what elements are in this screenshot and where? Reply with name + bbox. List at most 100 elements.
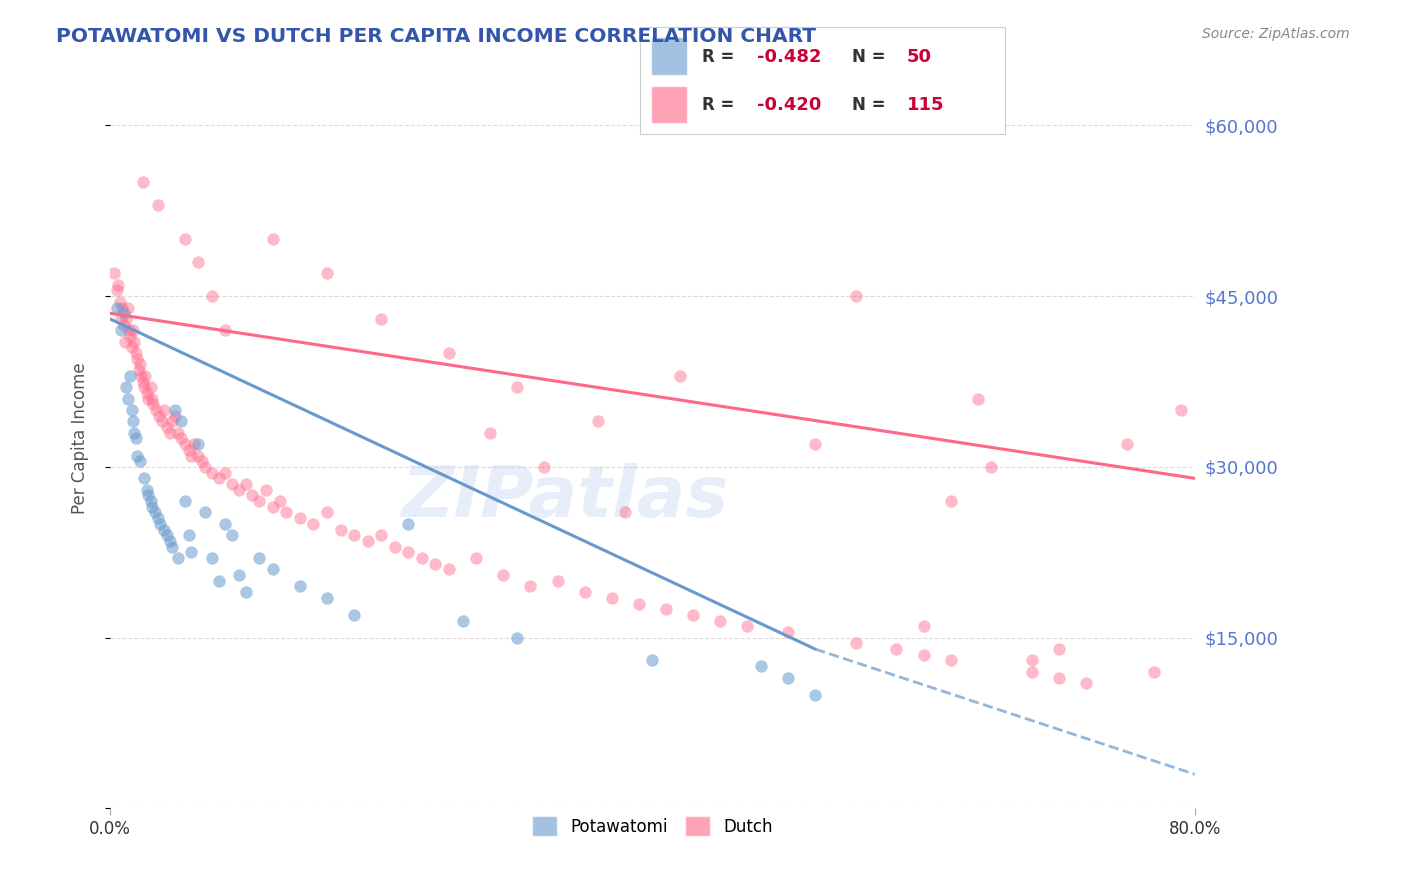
Point [235,477,257,491]
Point [655,602,678,616]
Point [167,551,190,566]
Point [107,277,129,292]
Point [600,591,623,605]
Point [939,494,962,508]
Point [709,614,731,628]
Legend: Potawatomi, Dutch: Potawatomi, Dutch [524,807,780,845]
Point [235,585,257,599]
Point [214,323,236,337]
Text: N =: N = [852,96,891,114]
Point [141,500,163,514]
Point [506,631,529,645]
Point [247,494,270,508]
Point [641,653,664,667]
Point [357,533,380,548]
Text: 50: 50 [907,48,932,66]
Text: ZIPatlas: ZIPatlas [402,463,730,533]
Point [478,425,501,440]
Text: Source: ZipAtlas.com: Source: ZipAtlas.com [1202,27,1350,41]
Point [194,459,217,474]
Point [183,437,205,451]
Text: -0.420: -0.420 [756,96,821,114]
Point [214,516,236,531]
Point [437,562,460,576]
Point [162,414,184,428]
Point [804,437,827,451]
Point [194,506,217,520]
Point [437,346,460,360]
Point [173,232,195,246]
Point [105,284,128,298]
Point [145,403,167,417]
Point [302,516,325,531]
Point [132,471,155,485]
Point [110,312,132,326]
Y-axis label: Per Capita Income: Per Capita Income [72,363,89,515]
Point [980,459,1002,474]
Point [506,380,529,394]
Point [177,528,200,542]
Point [110,323,132,337]
Point [316,267,339,281]
Bar [651,37,688,75]
Point [912,648,935,662]
Point [141,392,163,406]
Point [425,557,447,571]
Point [519,579,541,593]
Point [276,506,298,520]
Point [262,562,284,576]
Point [120,329,142,343]
Point [228,568,250,582]
Point [139,380,162,394]
Point [288,579,311,593]
Point [614,506,637,520]
Point [156,420,179,434]
Point [129,368,152,383]
Point [131,375,153,389]
Text: 115: 115 [907,96,943,114]
Text: R =: R = [702,48,740,66]
Point [316,506,339,520]
Point [939,653,962,667]
Point [103,267,125,281]
Point [117,301,139,315]
Point [112,318,135,332]
Point [125,346,148,360]
Point [127,351,149,366]
Point [1076,676,1098,690]
Point [167,425,190,440]
Point [912,619,935,633]
Point [682,607,704,622]
Point [370,528,392,542]
Point [191,454,214,468]
Point [207,471,229,485]
Point [242,488,264,502]
Point [262,232,284,246]
Point [129,454,152,468]
Point [533,459,555,474]
Point [118,323,141,337]
Point [343,528,366,542]
Point [492,568,515,582]
Text: N =: N = [852,48,891,66]
Point [112,306,135,320]
Text: POTAWATOMI VS DUTCH PER CAPITA INCOME CORRELATION CHART: POTAWATOMI VS DUTCH PER CAPITA INCOME CO… [56,27,817,45]
Point [156,528,179,542]
Point [221,477,243,491]
Point [1143,665,1166,679]
Point [776,671,799,685]
Point [159,425,181,440]
Point [125,432,148,446]
Point [1021,665,1043,679]
Point [136,392,159,406]
Point [465,551,488,566]
Point [1021,653,1043,667]
Point [886,642,908,657]
Point [129,358,152,372]
Point [165,409,187,423]
Point [221,528,243,542]
Bar [651,86,688,123]
Point [132,380,155,394]
Point [737,619,759,633]
Point [547,574,569,588]
